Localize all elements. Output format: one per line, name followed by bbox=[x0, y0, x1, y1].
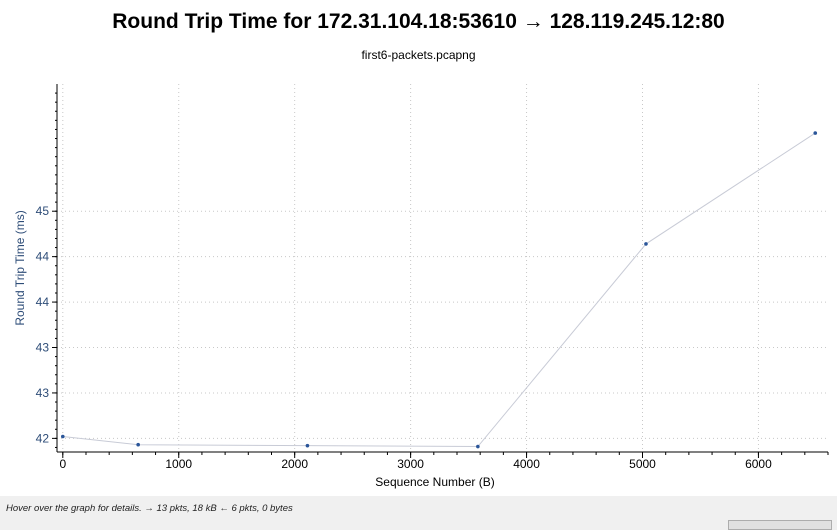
y-tick-label: 43 bbox=[36, 341, 50, 355]
data-point[interactable] bbox=[60, 434, 65, 439]
y-tick-label: 42 bbox=[36, 431, 50, 445]
data-point[interactable] bbox=[813, 131, 818, 135]
x-tick-label: 0 bbox=[59, 457, 66, 471]
y-tick-label: 43 bbox=[36, 386, 50, 400]
rtt-chart[interactable]: 42 43 43 44 44 45 0 1000 2000 3000 4000 5000 6000 Ro… bbox=[0, 0, 837, 496]
x-tick-label: 3000 bbox=[397, 457, 424, 471]
status-bar: Hover over the graph for details. → 13 p… bbox=[6, 503, 293, 514]
y-tick-label: 44 bbox=[36, 295, 50, 309]
series-line bbox=[62, 132, 816, 448]
dialog-button[interactable] bbox=[728, 520, 832, 530]
data-point[interactable] bbox=[305, 443, 310, 448]
data-point[interactable] bbox=[136, 442, 140, 447]
x-tick-label: 1000 bbox=[165, 457, 192, 471]
data-point[interactable] bbox=[644, 242, 648, 246]
x-axis-label: Sequence Number (B) bbox=[375, 475, 494, 489]
chart-subtitle: first6-packets.pcapng bbox=[361, 48, 476, 62]
plot-area[interactable]: Round Trip Time for 172.31.104.18:53610 … bbox=[0, 0, 837, 496]
chart-title: Round Trip Time for 172.31.104.18:53610 … bbox=[112, 10, 725, 33]
x-tick-label: 5000 bbox=[629, 457, 656, 471]
x-tick-label: 4000 bbox=[513, 457, 540, 471]
y-tick-label: 44 bbox=[36, 250, 50, 264]
y-tick-label: 45 bbox=[36, 204, 50, 218]
x-tick-label: 6000 bbox=[745, 457, 772, 471]
y-axis-label: Round Trip Time (ms) bbox=[13, 210, 27, 325]
x-tick-label: 2000 bbox=[281, 457, 308, 471]
data-point[interactable] bbox=[476, 444, 480, 449]
